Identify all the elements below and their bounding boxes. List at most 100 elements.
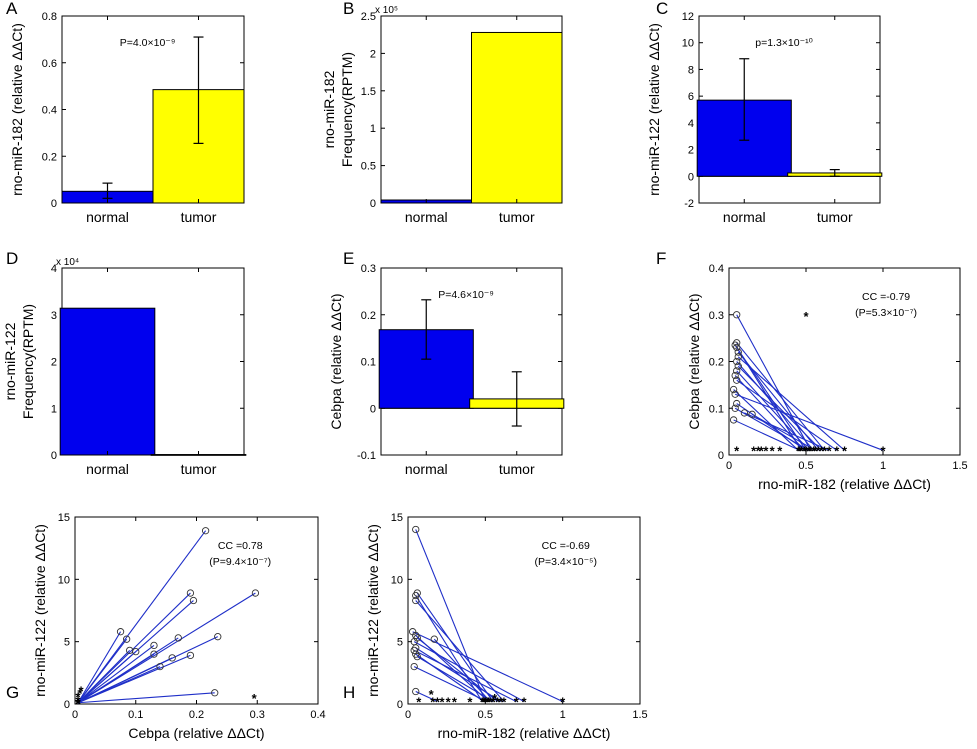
y-tick-label: 0.8 (42, 11, 57, 23)
p-value-annotation: P=4.0×10⁻⁹ (120, 37, 176, 49)
tumor-point: * (480, 695, 486, 710)
y-axis-label: Cebpa (relative ΔΔCt) (686, 293, 702, 429)
pair-line (77, 653, 155, 704)
panel-label: D (6, 249, 18, 268)
normal-point (150, 641, 158, 650)
x-tick-label: 1.5 (632, 709, 647, 721)
tumor-point: * (770, 443, 776, 458)
tumor-point: * (435, 695, 441, 710)
y-axis-label-line: rno-miR-182 (321, 70, 337, 148)
tumor-point: * (834, 443, 840, 458)
x-tick-label: 0.5 (798, 460, 813, 472)
tumor-point: * (430, 695, 436, 710)
y-tick-label: 0.3 (361, 263, 376, 275)
panel-label: C (656, 0, 668, 18)
tumor-point: * (495, 695, 501, 710)
normal-point (412, 525, 420, 534)
plot-area-frame (728, 267, 961, 456)
y-tick-label: 0 (51, 450, 57, 462)
normal-point (412, 687, 420, 696)
normal-point (731, 390, 739, 398)
normal-point (201, 527, 210, 535)
y-tick-label: 4 (51, 263, 57, 275)
y-axis-label: rno-miR-122 (relative ΔΔCt) (32, 524, 48, 697)
tumor-point: * (76, 696, 82, 711)
tumor-point: * (252, 691, 258, 706)
normal-point (734, 362, 742, 370)
y-axis-label-line: Frequency(RPTM) (20, 304, 36, 419)
tumor-point: * (807, 443, 813, 458)
tumor-point: * (763, 443, 769, 458)
correlation-annotation: CC =-0.79 (862, 291, 910, 303)
pair-line (413, 649, 517, 702)
pair-line (736, 370, 810, 451)
pair-line (415, 691, 438, 703)
pair-line (737, 365, 822, 451)
x-tick-label: 1.5 (952, 460, 967, 472)
pair-line (77, 666, 161, 704)
normal-point (734, 353, 742, 361)
pair-line (751, 413, 816, 451)
tumor-point: * (498, 695, 504, 710)
tumor-point: * (439, 695, 445, 710)
pair-line (415, 647, 502, 702)
tumor-point: * (79, 683, 85, 698)
y-tick-label: 0.3 (709, 310, 724, 322)
tumor-point: * (521, 695, 527, 710)
normal-point (731, 404, 739, 412)
bar (471, 31, 563, 204)
tumor-point: * (467, 695, 473, 710)
y-tick-label: 0.4 (42, 105, 57, 117)
normal-point (733, 311, 741, 319)
y-tick-label: 0.1 (361, 357, 376, 369)
tumor-point: * (429, 687, 435, 702)
y-tick-label: 0.6 (42, 58, 57, 70)
tumor-point: * (486, 695, 492, 710)
y-tick-label: 10 (58, 574, 70, 586)
tumor-point: * (514, 695, 520, 710)
p-value-annotation: P=4.6×10⁻⁹ (438, 289, 494, 301)
pair-line (734, 407, 810, 451)
normal-point (156, 662, 164, 671)
tumor-point: * (751, 443, 757, 458)
normal-point (731, 371, 739, 380)
tumor-point: * (76, 696, 82, 711)
pair-line (77, 650, 131, 704)
tumor-point: * (734, 443, 740, 458)
tumor-point: * (560, 695, 566, 710)
correlation-annotation: CC =-0.69 (542, 540, 590, 552)
tumor-point: * (777, 443, 783, 458)
normal-point (410, 662, 418, 671)
normal-point (186, 651, 195, 660)
chart-panel-f: F00.10.20.30.40 0.5 1 1.5* *** * ** *** ** *** ***… (656, 249, 968, 492)
y-tick-label: 12 (682, 11, 694, 23)
y-tick-label: 15 (391, 512, 403, 524)
tumor-point: * (803, 309, 809, 324)
tumor-point: * (76, 696, 82, 711)
y-tick-label: 1.5 (361, 86, 376, 98)
tumor-point: * (501, 695, 507, 710)
category-label: normal (723, 209, 766, 225)
y-tick-label: -0.1 (357, 450, 376, 462)
y-tick-label: 2 (51, 357, 57, 369)
pair-line (733, 389, 799, 451)
category-label: normal (405, 209, 448, 225)
pair-line (736, 361, 815, 451)
panel-label: H (343, 683, 355, 702)
normal-point (748, 410, 756, 418)
y-axis-label: rno-miR-122 Frequency(RPTM) (2, 304, 36, 419)
y-tick-label: 0.2 (361, 310, 376, 322)
y-tick-label: 0.4 (709, 263, 724, 275)
y-tick-label: -2 (684, 198, 694, 210)
chart-panel-b: B 0 0.5 1 1.5 2 2.5 normal tumor rno-miR-182 Frequ… (321, 0, 563, 225)
y-tick-label: 4 (688, 118, 694, 130)
y-axis-label-line: rno-miR-122 (2, 322, 18, 400)
panel-label: A (6, 0, 18, 18)
y-axis-label-line: Frequency(RPTM) (339, 52, 355, 167)
pair-line (736, 379, 838, 451)
y-tick-label: 8 (688, 64, 694, 76)
chart-panel-d: D 0 1 2 3 4 normal tumor rno-miR-122 Frequency(RP… (2, 249, 247, 477)
normal-point (174, 634, 182, 642)
pair-line (415, 600, 505, 702)
category-label: normal (86, 209, 129, 225)
